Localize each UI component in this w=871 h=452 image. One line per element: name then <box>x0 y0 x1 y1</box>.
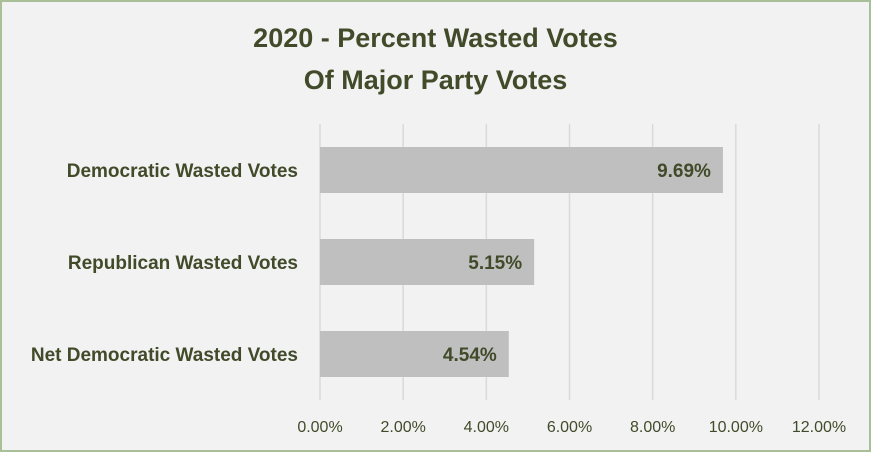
x-tick-label-6: 12.00% <box>792 419 846 436</box>
data-label-1: 5.15% <box>468 253 522 274</box>
labels: 0.00% 2.00% 4.00% 6.00% 8.00% 10.00% 12.00% Dem… <box>31 161 846 436</box>
x-tick-label-3: 6.00% <box>547 419 592 436</box>
bars <box>320 147 723 377</box>
x-tick-label-0: 0.00% <box>297 419 342 436</box>
x-tick-label-2: 4.00% <box>464 419 509 436</box>
x-tick-label-1: 2.00% <box>380 419 425 436</box>
x-tick-label-4: 8.00% <box>630 419 675 436</box>
data-label-0: 9.69% <box>657 161 711 182</box>
chart-title-line-2: Of Major Party Votes <box>303 65 568 95</box>
bar-1 <box>320 239 535 285</box>
category-label-1: Republican Wasted Votes <box>68 253 298 274</box>
bar-2 <box>320 331 509 377</box>
chart-title-line-1: 2020 - Percent Wasted Votes <box>253 23 618 53</box>
category-label-2: Net Democratic Wasted Votes <box>31 345 298 366</box>
x-tick-label-5: 10.00% <box>709 419 763 436</box>
data-label-2: 4.54% <box>443 345 497 366</box>
category-label-0: Democratic Wasted Votes <box>67 161 298 182</box>
bar-0 <box>320 147 723 193</box>
